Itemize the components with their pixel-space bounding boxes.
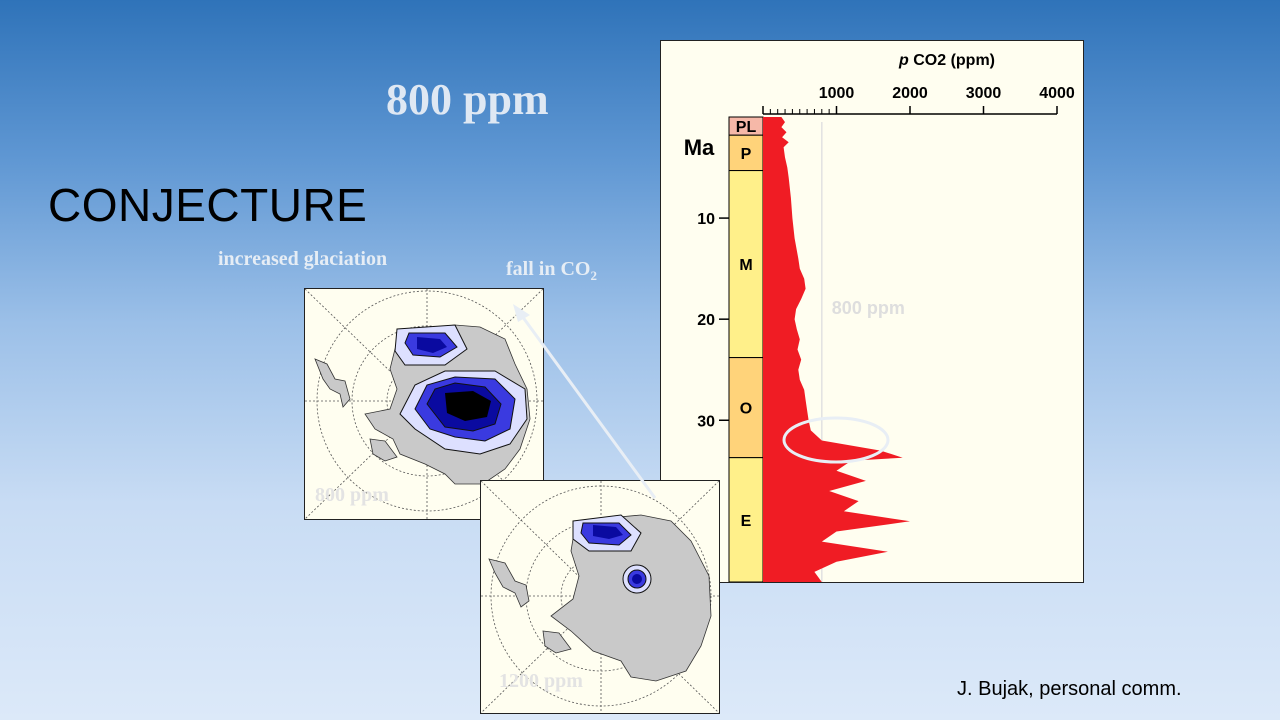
label-fall-in-co2-text: fall in CO: [506, 258, 591, 280]
x-tick-label-3000: 3000: [966, 85, 1002, 102]
headline-800-ppm: 800 ppm: [386, 75, 549, 124]
credit-text: J. Bujak, personal comm.: [957, 678, 1182, 700]
reference-line-label: 800 ppm: [832, 298, 905, 318]
epoch-label-O: O: [740, 401, 752, 418]
epoch-label-P: P: [741, 146, 752, 163]
epoch-label-M: M: [739, 257, 752, 274]
arrow-head-icon: [513, 304, 530, 322]
x-tick-label-2000: 2000: [892, 85, 928, 102]
x-tick-label-4000: 4000: [1039, 85, 1075, 102]
antarctica-map-1200ppm-graphic: 1200 ppm: [480, 480, 720, 714]
antarctica-map-1200ppm: 1200 ppm: [480, 480, 720, 714]
map-bottom-label: 1200 ppm: [499, 670, 583, 692]
x-axis-title: p CO2 (ppm): [898, 52, 995, 69]
fall-in-co2-arrow: [520, 315, 657, 499]
label-increased-glaciation: increased glaciation: [218, 248, 388, 270]
map-top-label: 800 ppm: [315, 484, 389, 506]
y-tick-label-10: 10: [697, 211, 715, 228]
antarctica-map-800ppm-graphic: 800 ppm: [304, 288, 544, 520]
epoch-label-PL: PL: [736, 119, 757, 136]
co2-chart: p CO2 (ppm) 1000 2000 3000 4000 PL P M O E Ma 10 20 3…: [684, 52, 1075, 583]
x-tick-label-1000: 1000: [819, 85, 855, 102]
label-fall-in-co2: fall in CO2: [506, 258, 597, 284]
co2-chart-panel: p CO2 (ppm) 1000 2000 3000 4000 PL P M O E Ma 10 20 3…: [660, 40, 1084, 583]
slide-title: CONJECTURE: [48, 179, 368, 231]
co2-area-series: [763, 117, 910, 582]
y-tick-label-30: 30: [697, 413, 715, 430]
y-axis-title: Ma: [684, 135, 715, 160]
highlight-ellipse: [782, 416, 890, 464]
y-tick-label-20: 20: [697, 312, 715, 329]
epoch-label-E: E: [741, 513, 752, 530]
label-fall-in-co2-subscript: 2: [590, 268, 597, 283]
